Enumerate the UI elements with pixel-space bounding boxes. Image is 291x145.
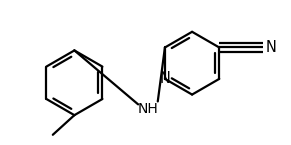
Text: NH: NH [138,102,158,116]
Text: N: N [159,71,170,86]
Text: N: N [266,40,277,55]
